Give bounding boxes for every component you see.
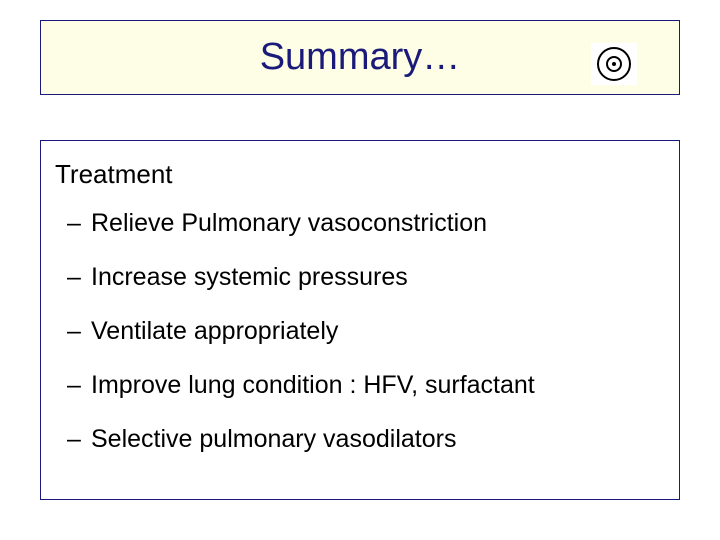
title-box: Summary… xyxy=(40,20,680,95)
list-item: Relieve Pulmonary vasoconstriction xyxy=(91,208,665,238)
list-item: Improve lung condition : HFV, surfactant xyxy=(91,370,665,400)
section-heading: Treatment xyxy=(55,159,665,190)
content-box: Treatment Relieve Pulmonary vasoconstric… xyxy=(40,140,680,500)
logo-badge xyxy=(591,43,637,85)
slide-title: Summary… xyxy=(260,36,461,79)
list-item: Selective pulmonary vasodilators xyxy=(91,424,665,454)
list-item: Increase systemic pressures xyxy=(91,262,665,292)
bullet-list: Relieve Pulmonary vasoconstriction Incre… xyxy=(55,208,665,454)
logo-icon xyxy=(597,47,631,81)
list-item: Ventilate appropriately xyxy=(91,316,665,346)
